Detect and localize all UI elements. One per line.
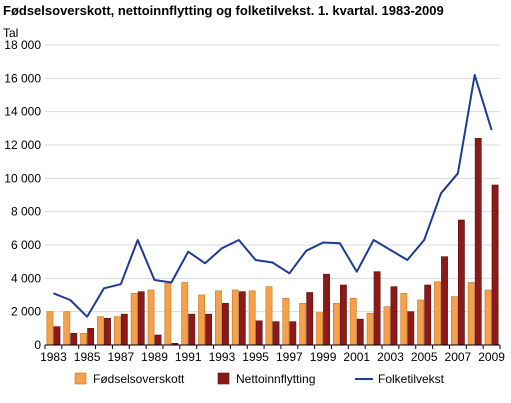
legend-label: Folketilvekst	[378, 372, 445, 386]
bar-nettoinnflytting-2005	[424, 284, 432, 346]
x-tick-label: 1989	[141, 350, 168, 364]
bars-layer	[46, 138, 499, 346]
bar-fodselsoverskott-1992	[198, 294, 205, 346]
bar-fodselsoverskott-2009	[484, 289, 492, 346]
bar-nettoinnflytting-1985	[87, 328, 95, 346]
bar-nettoinnflytting-1993	[222, 303, 229, 346]
bar-nettoinnflytting-1989	[154, 334, 162, 346]
bar-nettoinnflytting-1984	[70, 333, 78, 346]
legend-layer: Fødselsoverskott Nettoinnflytting Folketil…	[74, 372, 445, 386]
bar-fodselsoverskott-1997	[282, 298, 290, 346]
bar-nettoinnflytting-2002	[373, 271, 381, 346]
bar-fodselsoverskott-1989	[147, 289, 155, 346]
y-tick-label: 8 000	[11, 205, 41, 219]
x-tick-label: 2003	[377, 350, 404, 364]
bar-fodselsoverskott-2006	[434, 281, 441, 346]
bar-nettoinnflytting-1994	[238, 291, 246, 346]
x-tick-label: 2001	[343, 350, 370, 364]
bar-nettoinnflytting-2003	[390, 286, 398, 346]
y-tick-label: 6 000	[11, 238, 41, 252]
bar-nettoinnflytting-1988	[137, 291, 145, 346]
bar-nettoinnflytting-1991	[188, 313, 196, 346]
bar-nettoinnflytting-1996	[272, 321, 280, 346]
bar-fodselsoverskott-1990	[164, 283, 172, 346]
y-tick-label: 4 000	[11, 271, 41, 285]
x-tick-label: 1997	[276, 350, 303, 364]
y-tick-label: 10 000	[4, 171, 41, 185]
x-tick-label: 1983	[40, 350, 67, 364]
bar-nettoinnflytting-1987	[120, 313, 128, 346]
x-tick-label: 2005	[411, 350, 438, 364]
bar-nettoinnflytting-2006	[441, 256, 448, 346]
bar-fodselsoverskott-1984	[63, 311, 71, 346]
bar-fodselsoverskott-1994	[231, 289, 239, 346]
bar-nettoinnflytting-1995	[255, 320, 263, 346]
grid-layer	[45, 44, 500, 313]
y-tick-label: 18 000	[4, 38, 41, 52]
x-tick-label: 1991	[175, 350, 202, 364]
bar-fodselsoverskott-1999	[316, 312, 323, 346]
x-tick-label: 1985	[74, 350, 101, 364]
bar-fodselsoverskott-2004	[400, 293, 408, 346]
x-tick-label: 1987	[107, 350, 134, 364]
bar-fodselsoverskott-1983	[46, 311, 54, 346]
bar-fodselsoverskott-1986	[97, 316, 104, 346]
line-folketilvekst	[53, 74, 493, 318]
chart-title: Fødselsoverskott, nettoinnflytting og fo…	[3, 3, 444, 18]
x-tick-label: 2009	[478, 350, 505, 364]
bar-nettoinnflytting-1999	[323, 273, 330, 346]
y-tick-label: 16 000	[4, 71, 41, 85]
y-tick-label: 0	[34, 338, 41, 352]
y-tick-label: 12 000	[4, 138, 41, 152]
legend-label: Fødselsoverskott	[93, 372, 185, 386]
x-tick-label: 2007	[445, 350, 472, 364]
bar-fodselsoverskott-2001	[349, 298, 357, 346]
x-tick-label: 1999	[310, 350, 337, 364]
legend-swatch	[217, 372, 230, 385]
bar-fodselsoverskott-1993	[215, 290, 222, 346]
bar-fodselsoverskott-1988	[130, 293, 138, 346]
bar-nettoinnflytting-1986	[104, 318, 111, 346]
line-layer	[53, 74, 493, 318]
bar-fodselsoverskott-2002	[366, 313, 374, 346]
bar-fodselsoverskott-1998	[299, 303, 307, 346]
y-tick-label: 14 000	[4, 105, 41, 119]
legend-swatch	[74, 372, 87, 385]
y-axis-label: Tal	[3, 26, 18, 40]
bar-fodselsoverskott-2005	[417, 299, 425, 346]
bar-fodselsoverskott-2007	[450, 296, 458, 346]
bar-nettoinnflytting-2000	[340, 284, 347, 346]
bar-fodselsoverskott-1995	[248, 290, 256, 346]
bar-fodselsoverskott-1996	[265, 286, 273, 346]
axis-layer: Tal 0 2 000 4 000 6 000 8 000 10 000 12 000 14 0…	[3, 26, 505, 364]
x-tick-label: 1993	[209, 350, 236, 364]
y-tick-label: 2 000	[11, 305, 41, 319]
bar-nettoinnflytting-1997	[289, 321, 297, 346]
bar-fodselsoverskott-2003	[383, 306, 391, 346]
bar-fodselsoverskott-1987	[113, 316, 121, 346]
bar-fodselsoverskott-2000	[333, 303, 340, 346]
bar-nettoinnflytting-2009	[491, 184, 499, 346]
bar-fodselsoverskott-1985	[80, 333, 88, 346]
bar-nettoinnflytting-1983	[53, 326, 61, 346]
x-tick-label: 1995	[242, 350, 269, 364]
bar-nettoinnflytting-2004	[407, 311, 415, 346]
bar-fodselsoverskott-2008	[467, 282, 475, 346]
bar-nettoinnflytting-2007	[457, 219, 465, 346]
legend-label: Nettoinnflytting	[236, 372, 315, 386]
bar-nettoinnflytting-2001	[356, 318, 364, 346]
bar-nettoinnflytting-1998	[306, 292, 314, 346]
bar-nettoinnflytting-2008	[474, 138, 482, 346]
bar-fodselsoverskott-1991	[181, 282, 189, 346]
bar-nettoinnflytting-1992	[205, 313, 212, 346]
